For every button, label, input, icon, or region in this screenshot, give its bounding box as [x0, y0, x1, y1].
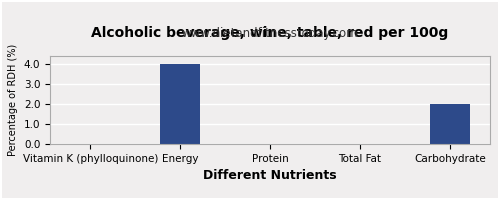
- Bar: [430, 104, 470, 144]
- X-axis label: Different Nutrients: Different Nutrients: [203, 169, 337, 182]
- Title: www.dietandfitnesstoday.com: www.dietandfitnesstoday.com: [182, 27, 358, 40]
- Bar: [160, 64, 200, 144]
- Text: Alcoholic beverage, wine, table, red per 100g: Alcoholic beverage, wine, table, red per…: [92, 26, 448, 40]
- Y-axis label: Percentage of RDH (%): Percentage of RDH (%): [8, 44, 18, 156]
